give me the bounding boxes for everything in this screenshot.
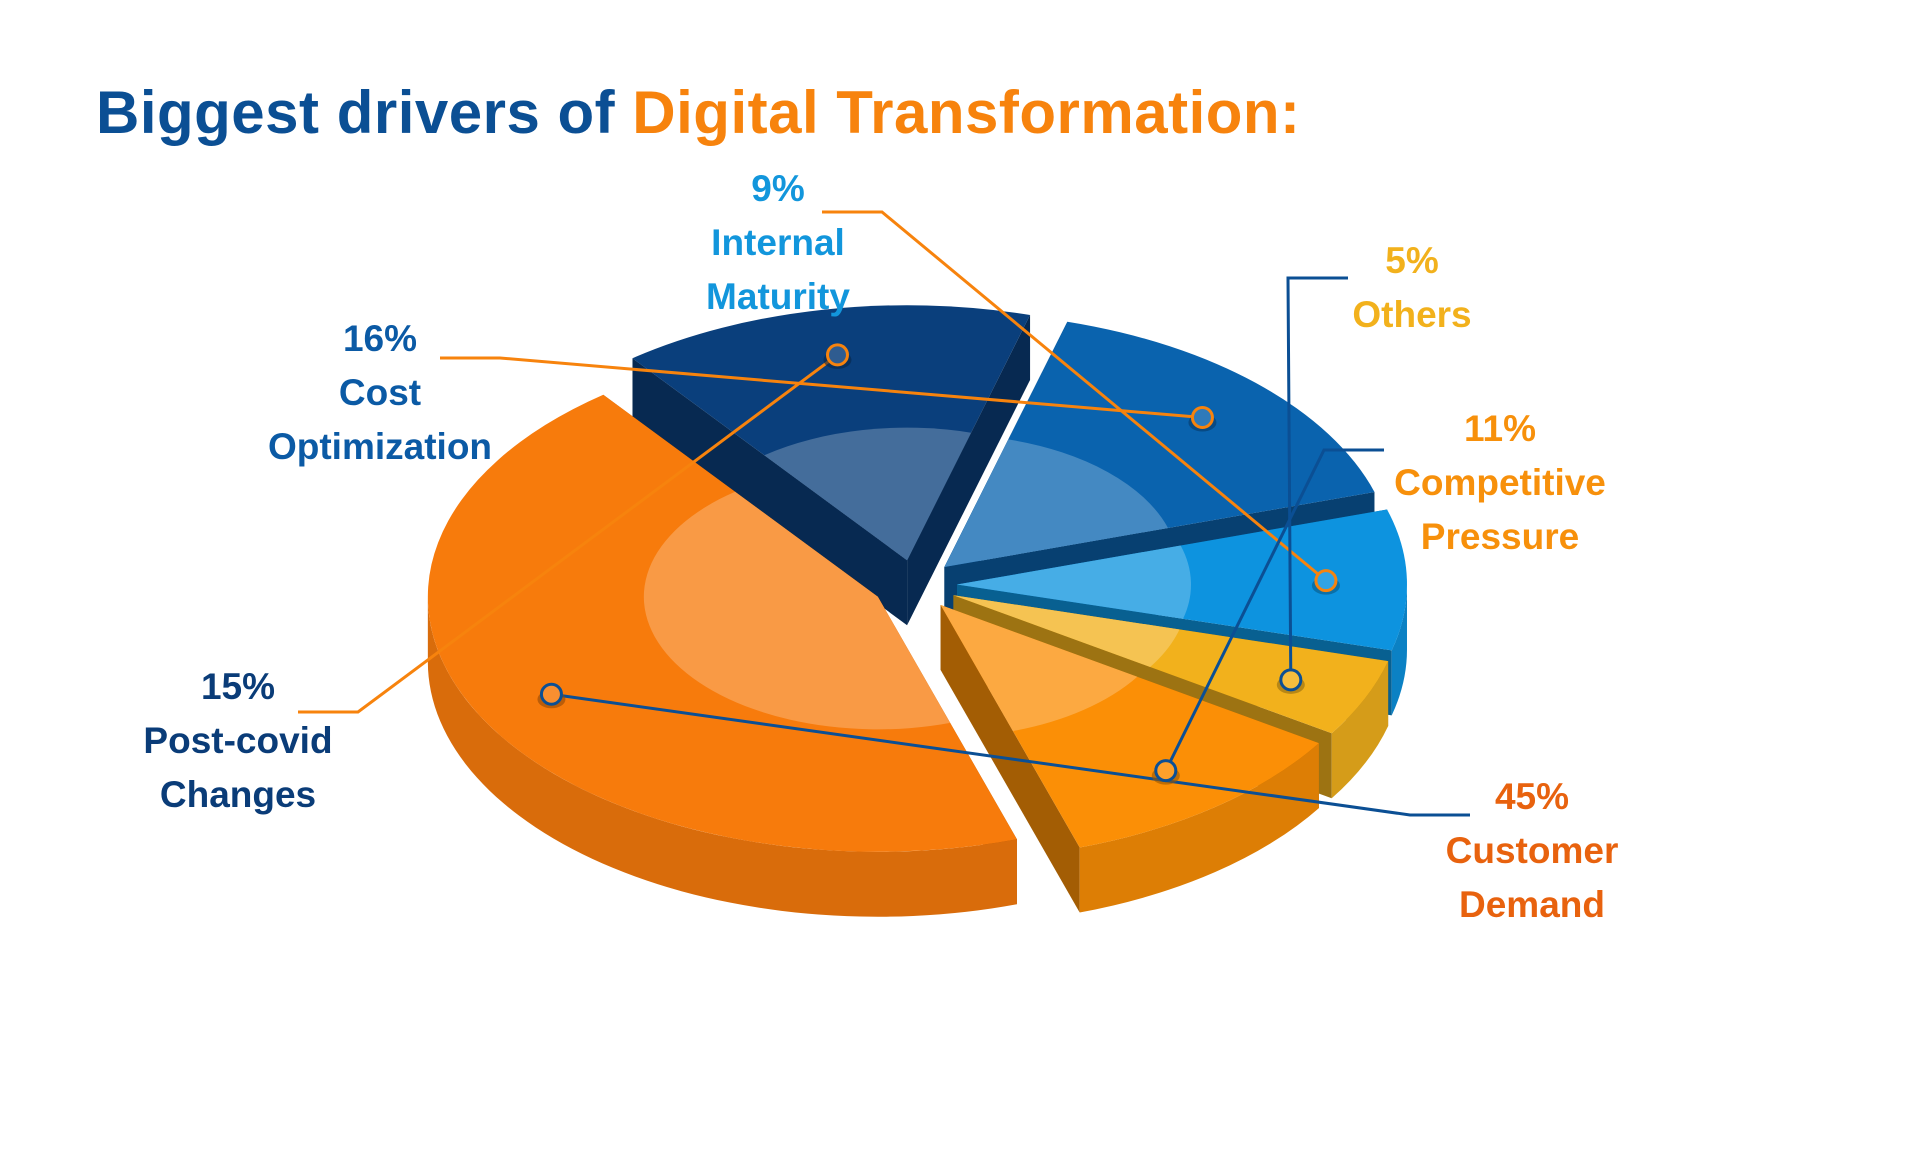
leader-dot-5 [1154,759,1178,783]
pie-slice-side [1331,661,1389,799]
pie-slice-wall [632,358,908,626]
leader-line-1 [298,353,839,714]
slice-category-label: Demand [1459,884,1605,925]
leader-line-2 [440,356,1203,420]
chart-title-main: Biggest drivers of [96,79,616,146]
pie-slice-highlight [643,491,951,730]
chart-title-accent: Digital Transformation: [632,79,1301,146]
slice-label-4: 5% Others [1352,234,1471,342]
slice-category-label: Others [1352,294,1472,335]
pie-slice-wall [907,314,1031,626]
slice-label-3: 9% Internal Maturity [706,162,850,324]
pie-slice-side [1079,743,1319,913]
slice-label-5: 11% Competitive Pressure [1394,402,1606,564]
leader-dot-0 [539,682,563,706]
slice-category-label: Internal [711,222,845,263]
slice-category-label: Competitive [1394,462,1606,503]
leader-line-3 [822,210,1327,582]
leader-dot-2 [1190,406,1214,430]
slice-value-label: 9% [751,168,805,209]
leader-dot-4 [1279,668,1303,692]
pie-slice-highlight [940,604,1138,732]
slice-label-0: 45% Customer Demand [1446,770,1619,932]
leader-line-0 [551,692,1470,817]
slice-category-label: Post-covid [143,720,333,761]
slice-category-label: Customer [1445,830,1619,871]
leader-dot-1 [825,343,849,367]
pie-slice-highlight [944,439,1169,567]
pie-leader-lines [298,210,1470,817]
slice-value-label: 16% [342,318,418,359]
leader-line-4 [1286,276,1348,680]
slice-category-label: Optimization [267,426,493,467]
slice-value-label: 15% [200,666,276,707]
slice-label-2: 16% Cost Optimization [268,312,492,474]
leader-dot-3 [1314,569,1338,593]
pie-slice-highlight [764,427,972,561]
slice-category-label: Maturity [706,276,850,317]
slice-category-label: Cost [338,372,422,413]
slice-value-label: 11% [1463,408,1537,449]
pie-slice-highlight [956,545,1191,619]
slice-category-label: Changes [159,774,317,815]
slice-value-label: 5% [1385,240,1439,281]
chart-title: Biggest drivers of Digital Transformatio… [96,78,1301,147]
slice-category-label: Pressure [1420,516,1580,557]
slice-label-1: 15% Post-covid Changes [143,660,332,822]
pie-slice-side [427,596,1017,917]
slice-value-label: 45% [1494,776,1570,817]
pie-slice-highlight [953,595,1180,668]
pie-tops [427,305,1407,852]
leader-line-5 [1164,448,1384,772]
pie-slice-side [1391,584,1407,716]
